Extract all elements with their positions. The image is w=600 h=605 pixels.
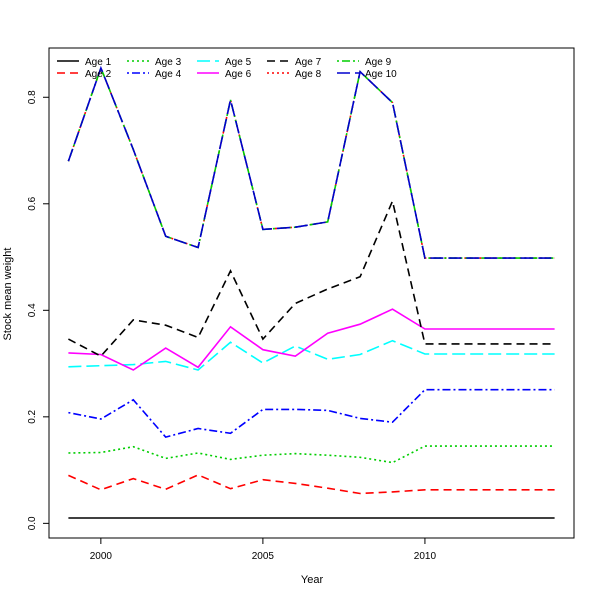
legend-label-age-5: Age 5 — [225, 57, 252, 68]
series-line-age-9 — [67, 65, 555, 259]
legend-label-age-2: Age 2 — [85, 69, 112, 80]
legend-label-age-1: Age 1 — [85, 57, 112, 68]
series-layer — [67, 65, 555, 519]
legend-label-age-10: Age 10 — [365, 69, 397, 80]
series-line-age-10 — [67, 65, 555, 259]
series-line-age-2 — [68, 474, 555, 495]
legend-label-age-9: Age 9 — [365, 57, 392, 68]
y-tick-label: 0.4 — [27, 303, 38, 317]
x-axis-label: Year — [301, 574, 324, 586]
series-line-age-5 — [68, 339, 555, 371]
y-tick-label: 0.8 — [27, 90, 38, 104]
x-tick-label: 2000 — [90, 551, 113, 562]
legend-label-age-3: Age 3 — [155, 57, 182, 68]
y-axis-label: Stock mean weight — [2, 248, 14, 341]
legend-label-age-4: Age 4 — [155, 69, 182, 80]
y-tick-label: 0.0 — [27, 516, 38, 530]
y-tick-label: 0.2 — [27, 409, 38, 423]
legend-label-age-6: Age 6 — [225, 69, 252, 80]
series-line-age-6 — [68, 308, 555, 371]
y-axis: 0.0 0.2 0.4 0.6 0.8 — [27, 90, 50, 530]
y-tick-label: 0.6 — [27, 196, 38, 210]
legend-label-age-8: Age 8 — [295, 69, 322, 80]
x-tick-label: 2005 — [252, 551, 275, 562]
x-tick-label: 2010 — [414, 551, 437, 562]
legend-label-age-7: Age 7 — [295, 57, 322, 68]
x-axis: 2000 2005 2010 — [90, 537, 437, 562]
series-line-age-7 — [68, 198, 555, 358]
